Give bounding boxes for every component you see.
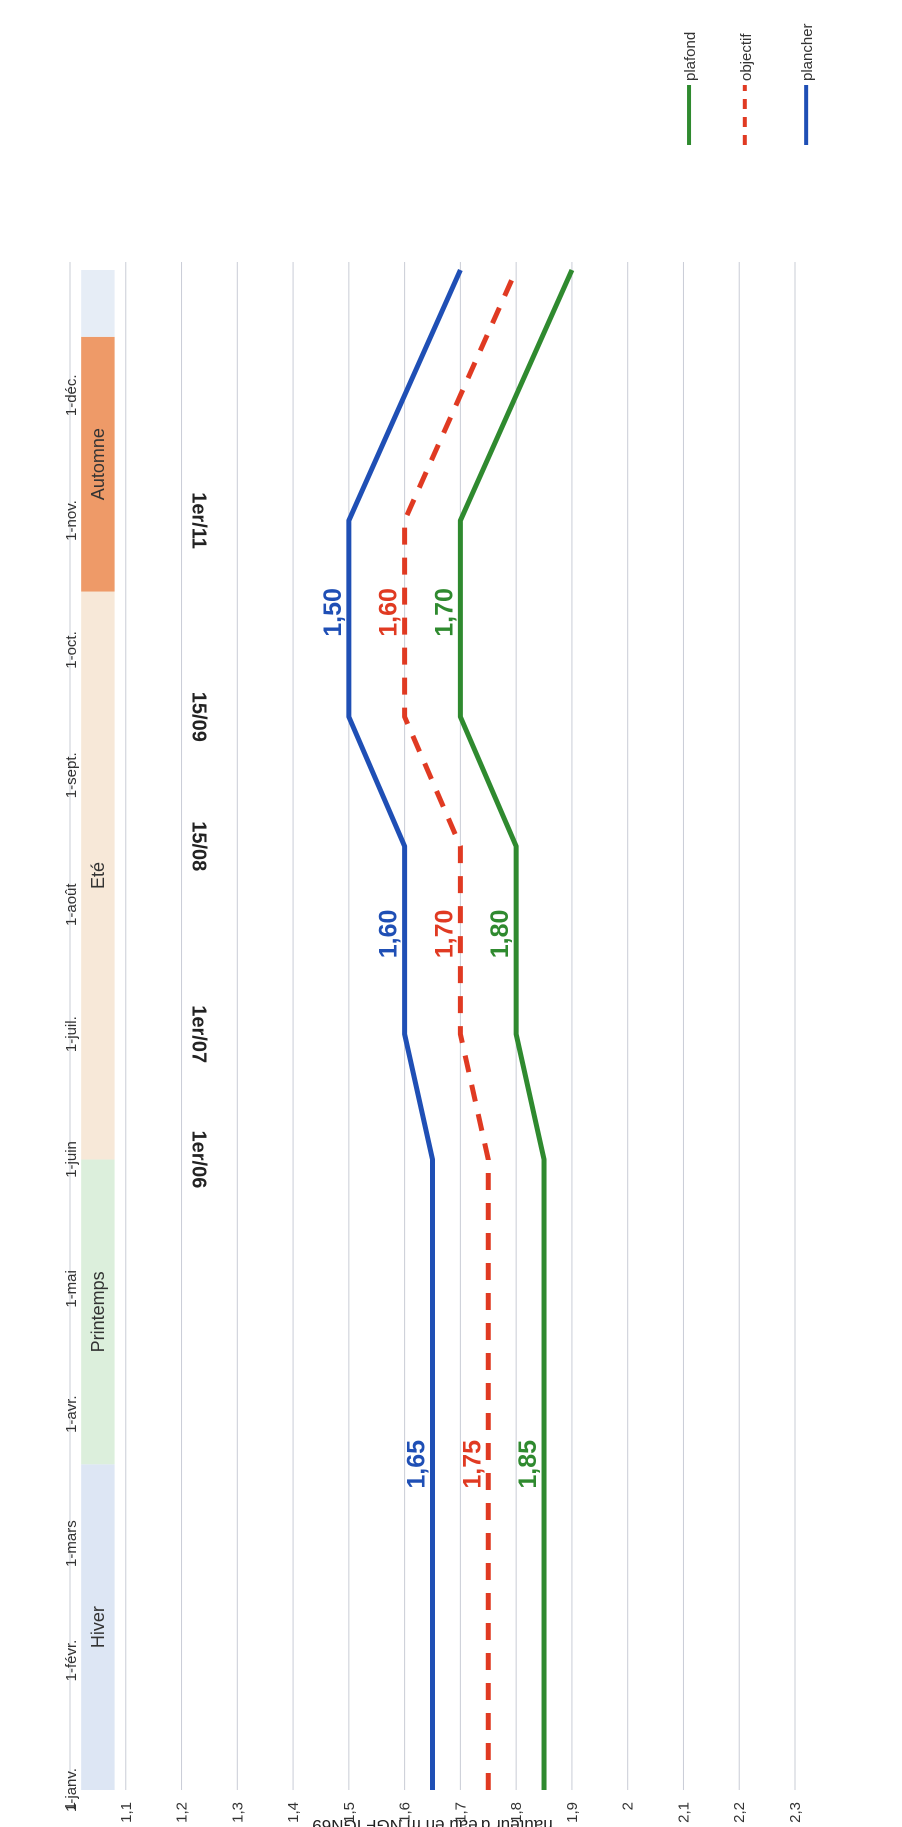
season-segment bbox=[81, 1464, 115, 1790]
value-label: 1,60 bbox=[375, 910, 403, 959]
axis-labels: 1 1,1 1,2 1,3 1,4 1,5 1,6 1,7 1,8 1,9 2 2,1 2,2 2,3 1-… bbox=[62, 374, 804, 1827]
series-line-plancher bbox=[346, 268, 463, 1790]
season-segment bbox=[81, 1159, 115, 1465]
y-tick-label: 1,1 bbox=[118, 1802, 135, 1823]
legend-label: objectif bbox=[738, 33, 755, 81]
x-tick-label: 1-oct. bbox=[63, 631, 80, 669]
date-marker: 15/08 bbox=[188, 821, 210, 871]
season-segment bbox=[81, 270, 115, 337]
y-tick-label: 1,9 bbox=[564, 1802, 581, 1823]
value-label: 1,60 bbox=[375, 588, 403, 637]
x-tick-label: 1-mai bbox=[63, 1270, 80, 1308]
date-marker: 1er/07 bbox=[188, 1005, 210, 1063]
x-tick-label: 1-nov. bbox=[63, 500, 80, 541]
y-tick-label: 2,3 bbox=[787, 1802, 804, 1823]
y-tick-label: 1,8 bbox=[508, 1802, 525, 1823]
x-tick-label: 1-déc. bbox=[63, 374, 80, 416]
date-marker: 1er/11 bbox=[188, 492, 210, 549]
date-marker: 1er/06 bbox=[188, 1131, 210, 1189]
y-tick-label: 1 bbox=[62, 1802, 79, 1810]
date-markers: 1er/06 1er/07 15/08 15/09 1er/11 bbox=[188, 492, 210, 1188]
x-tick-label: 1-mars bbox=[63, 1520, 80, 1567]
y-tick-label: 2,2 bbox=[731, 1802, 748, 1823]
x-tick-label: 1-juin bbox=[63, 1141, 80, 1178]
y-tick-label: 2,1 bbox=[675, 1802, 692, 1823]
y-tick-label: 1,3 bbox=[229, 1802, 246, 1823]
value-label: 1,80 bbox=[486, 910, 514, 959]
season-label: Automne bbox=[88, 428, 108, 500]
date-marker: 15/09 bbox=[188, 692, 210, 742]
y-tick-label: 1,7 bbox=[452, 1802, 469, 1823]
legend-label: plafond bbox=[682, 32, 699, 81]
value-label: 1,70 bbox=[430, 588, 458, 637]
y-tick-label: 1,6 bbox=[397, 1802, 414, 1823]
x-tick-label: 1-janv. bbox=[63, 1768, 80, 1812]
value-label: 1,85 bbox=[514, 1440, 542, 1489]
season-band: Hiver Printemps Eté Automne bbox=[81, 270, 115, 1790]
y-tick-label: 1,5 bbox=[341, 1802, 358, 1823]
value-label: 1,75 bbox=[458, 1440, 486, 1489]
y-tick-label: 1,4 bbox=[285, 1802, 302, 1823]
season-segment bbox=[81, 336, 115, 592]
y-tick-label: 1,2 bbox=[174, 1802, 191, 1823]
value-label: 1,70 bbox=[430, 910, 458, 959]
x-tick-label: 1-sept. bbox=[63, 752, 80, 798]
series-layer bbox=[346, 268, 575, 1790]
x-tick-label: 1-avr. bbox=[63, 1395, 80, 1433]
season-segment bbox=[81, 591, 115, 1160]
season-label: Hiver bbox=[88, 1606, 108, 1648]
legend-label: plancher bbox=[799, 23, 816, 81]
value-label: 1,50 bbox=[319, 588, 347, 637]
series-line-objectif bbox=[402, 268, 519, 1790]
y-tick-label: 2 bbox=[620, 1802, 637, 1810]
season-label: Eté bbox=[88, 862, 108, 889]
value-labels: 1,85 1,75 1,65 1,80 1,70 1,60 1,70 1,60 1,50 bbox=[319, 588, 542, 1489]
x-tick-label: 1-févr. bbox=[63, 1640, 80, 1682]
series-line-plafond bbox=[457, 268, 575, 1790]
value-label: 1,65 bbox=[403, 1440, 431, 1489]
season-label: Printemps bbox=[88, 1271, 108, 1352]
x-tick-label: 1-juil. bbox=[63, 1016, 80, 1052]
x-tick-label: 1-août bbox=[63, 883, 80, 926]
y-axis-title: hauteur d'eau en m NGF IGN69 bbox=[312, 1816, 552, 1827]
legend: plafond objectif plancher bbox=[682, 23, 816, 145]
